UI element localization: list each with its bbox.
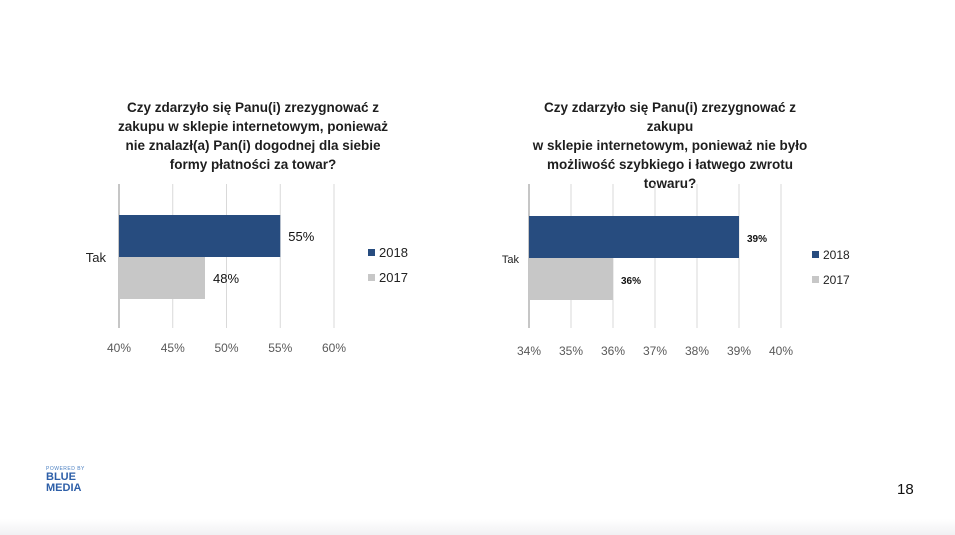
x-tick-label: 50% — [214, 341, 238, 355]
x-tick-label: 45% — [161, 341, 185, 355]
x-tick-label: 35% — [559, 344, 583, 358]
logo-powered-by: POWERED BY — [46, 466, 85, 472]
chart-title-right: Czy zdarzyło się Panu(i) zrezygnować z z… — [520, 98, 820, 193]
legend-label-2017: 2017 — [379, 270, 408, 285]
x-tick-label: 40% — [107, 341, 131, 355]
legend-swatch-2017 — [368, 274, 375, 281]
x-tick-label: 38% — [685, 344, 709, 358]
data-label-2017: 36% — [621, 276, 641, 287]
x-tick-label: 40% — [769, 344, 793, 358]
legend-swatch-2018 — [812, 251, 819, 258]
data-label-2017: 48% — [213, 271, 239, 286]
category-label: Tak — [86, 250, 107, 265]
legend-swatch-2018 — [368, 249, 375, 256]
legend-label-2018: 2018 — [379, 245, 408, 260]
title-line: formy płatności za towar? — [169, 157, 337, 172]
logo-line-2: MEDIA — [46, 482, 82, 494]
x-tick-label: 55% — [268, 341, 292, 355]
bar-2018 — [119, 215, 281, 257]
title-line: Czy zdarzyło się Panu(i) zrezygnować z — [126, 100, 380, 115]
legend-label-2017: 2017 — [823, 273, 850, 287]
chart-title-left: Czy zdarzyło się Panu(i) zrezygnować z z… — [108, 98, 398, 174]
x-tick-label: 37% — [643, 344, 667, 358]
title-line: zakupu w sklepie internetowym, ponieważ — [117, 119, 389, 134]
page-number: 18 — [897, 481, 914, 498]
legend-swatch-2017 — [812, 276, 819, 283]
bar-2018 — [529, 216, 739, 258]
bar-2017 — [119, 257, 205, 299]
footer-divider — [0, 519, 955, 535]
blue-media-logo: POWERED BY BLUE MEDIA — [46, 466, 85, 494]
data-label-2018: 39% — [747, 234, 767, 245]
x-tick-label: 34% — [517, 344, 541, 358]
title-line: Czy zdarzyło się Panu(i) zrezygnować z z… — [543, 100, 797, 134]
title-line: w sklepie internetowym, ponieważ nie był… — [532, 138, 808, 153]
x-tick-label: 60% — [322, 341, 346, 355]
data-label-2018: 55% — [288, 229, 314, 244]
category-label: Tak — [502, 254, 520, 266]
x-tick-label: 39% — [727, 344, 751, 358]
bar-2017 — [529, 258, 613, 300]
logo-line-1: BLUE — [46, 471, 76, 483]
x-tick-label: 36% — [601, 344, 625, 358]
title-line: możliwość szybkiego i łatwego zwrotu tow… — [546, 157, 794, 191]
title-line: nie znalazł(a) Pan(i) dogodnej dla siebi… — [125, 138, 381, 153]
legend-label-2018: 2018 — [823, 248, 850, 262]
